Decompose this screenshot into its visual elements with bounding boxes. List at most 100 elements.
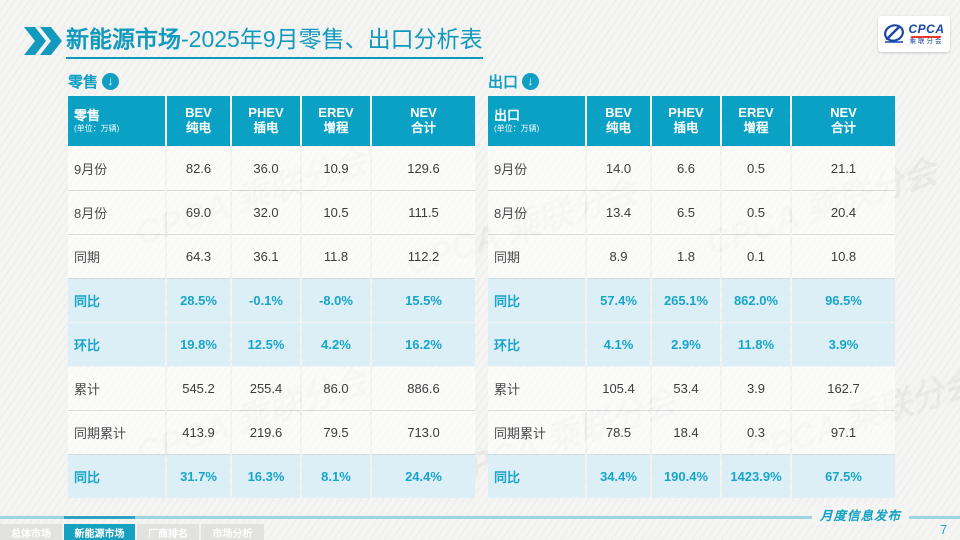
down-arrow-icon[interactable]: ↓ [522, 72, 540, 90]
cell-value: 112.2 [372, 235, 475, 278]
column-name-zh: 插电 [253, 121, 279, 136]
cell-value: 10.5 [302, 191, 370, 234]
footer-tab-总体市场[interactable]: 总体市场 [0, 524, 62, 540]
column-name-en: PHEV [668, 105, 704, 121]
column-header-erev: EREV 增程 [302, 96, 370, 146]
row-label: 9月份 [68, 147, 165, 190]
column-name-en: BEV [185, 105, 212, 121]
row-label: 环比 [488, 323, 585, 366]
table-row: 累计 105.4 53.4 3.9 162.7 [488, 367, 895, 410]
cell-value: 219.6 [232, 411, 300, 454]
table-row: 同比 34.4% 190.4% 1423.9% 67.5% [488, 455, 895, 498]
cell-value: 53.4 [652, 367, 720, 410]
logo-brand-cn: 乘联分会 [909, 37, 944, 45]
footer-tab-新能源市场[interactable]: 新能源市场 [64, 524, 135, 540]
row-label: 8月份 [488, 191, 585, 234]
cell-value: 82.6 [167, 147, 230, 190]
table-row: 同期累计 78.5 18.4 0.3 97.1 [488, 411, 895, 454]
cell-value: 265.1% [652, 279, 720, 322]
cell-value: 1.8 [652, 235, 720, 278]
cell-value: 1423.9% [722, 455, 790, 498]
cell-value: 105.4 [587, 367, 650, 410]
column-name-zh: 纯电 [185, 121, 211, 136]
cell-value: 16.3% [232, 455, 300, 498]
page-title-rest: -2025年9月零售、出口分析表 [181, 26, 483, 52]
down-arrow-icon[interactable]: ↓ [102, 72, 120, 90]
footer-tab-厂商排名[interactable]: 厂商排名 [137, 524, 199, 540]
column-header-erev: EREV 增程 [722, 96, 790, 146]
cell-value: 3.9 [722, 367, 790, 410]
cell-value: 10.8 [792, 235, 895, 278]
cell-value: 57.4% [587, 279, 650, 322]
cell-value: -0.1% [232, 279, 300, 322]
footer-active-tab-indicator [64, 516, 135, 519]
cell-value: 10.9 [302, 147, 370, 190]
export-section-label: 出口 ↓ [488, 70, 540, 92]
cell-value: 28.5% [167, 279, 230, 322]
cell-value: 4.2% [302, 323, 370, 366]
cell-value: 79.5 [302, 411, 370, 454]
cell-value: 32.0 [232, 191, 300, 234]
column-header-nev: NEV 合计 [792, 96, 895, 146]
table-row: 同期 8.9 1.8 0.1 10.8 [488, 235, 895, 278]
cell-value: 0.5 [722, 191, 790, 234]
row-label: 累计 [68, 367, 165, 410]
cell-value: 24.4% [372, 455, 475, 498]
row-label: 累计 [488, 367, 585, 410]
column-name-en: EREV [318, 105, 354, 121]
column-name-zh: 合计 [410, 121, 436, 136]
row-label: 同期 [488, 235, 585, 278]
cell-value: 21.1 [792, 147, 895, 190]
export-section-title: 出口 [488, 73, 519, 91]
cell-value: 2.9% [652, 323, 720, 366]
cell-value: 86.0 [302, 367, 370, 410]
double-chevron-icon [24, 27, 62, 55]
page-number: 7 [940, 522, 948, 537]
row-label: 同期累计 [488, 411, 585, 454]
column-name-en: EREV [738, 105, 774, 121]
table-row: 环比 19.8% 12.5% 4.2% 16.2% [68, 323, 475, 366]
column-header-bev: BEV 纯电 [587, 96, 650, 146]
row-label: 同比 [488, 455, 585, 498]
cell-value: 11.8 [302, 235, 370, 278]
retail-section-title: 零售 [68, 73, 99, 91]
table-corner-label: 出口 [494, 107, 521, 123]
column-name-zh: 合计 [830, 121, 856, 136]
footer-note: 月度信息发布 [812, 505, 910, 524]
table-corner-label: 零售 [74, 107, 101, 123]
cell-value: 18.4 [652, 411, 720, 454]
cell-value: 0.5 [722, 147, 790, 190]
cell-value: 12.5% [232, 323, 300, 366]
cell-value: 13.4 [587, 191, 650, 234]
table-corner-cell: 零售 (单位：万辆) [68, 96, 165, 146]
row-label: 同比 [68, 455, 165, 498]
cell-value: 129.6 [372, 147, 475, 190]
column-name-zh: 插电 [673, 121, 699, 136]
export-table-header: 出口 (单位：万辆) BEV 纯电 PHEV 插电 EREV 增程 NEV 合计 [488, 96, 895, 146]
cell-value: 36.1 [232, 235, 300, 278]
table-row: 9月份 82.6 36.0 10.9 129.6 [68, 147, 475, 190]
table-row: 同比 57.4% 265.1% 862.0% 96.5% [488, 279, 895, 322]
cell-value: 78.5 [587, 411, 650, 454]
cell-value: 69.0 [167, 191, 230, 234]
column-name-zh: 增程 [323, 121, 349, 136]
cell-value: 16.2% [372, 323, 475, 366]
table-unit-label: (单位：万辆) [74, 124, 120, 134]
cpca-swoosh-icon [884, 24, 905, 43]
row-label: 同比 [68, 279, 165, 322]
cell-value: 19.8% [167, 323, 230, 366]
cell-value: 64.3 [167, 235, 230, 278]
page-title: 新能源市场-2025年9月零售、出口分析表 [66, 24, 483, 59]
logo-red-rule [910, 35, 943, 38]
cell-value: 6.5 [652, 191, 720, 234]
column-header-phev: PHEV 插电 [652, 96, 720, 146]
cell-value: 0.3 [722, 411, 790, 454]
cpca-logo: CPCA 乘联分会 [878, 16, 950, 52]
table-row: 累计 545.2 255.4 86.0 886.6 [68, 367, 475, 410]
cell-value: 3.9% [792, 323, 895, 366]
footer-tab-市场分析[interactable]: 市场分析 [201, 524, 264, 540]
table-row: 同比 28.5% -0.1% -8.0% 15.5% [68, 279, 475, 322]
footer-tab-bar: 总体市场 新能源市场 厂商排名 市场分析 [0, 524, 264, 540]
cell-value: 67.5% [792, 455, 895, 498]
column-name-zh: 纯电 [605, 121, 631, 136]
